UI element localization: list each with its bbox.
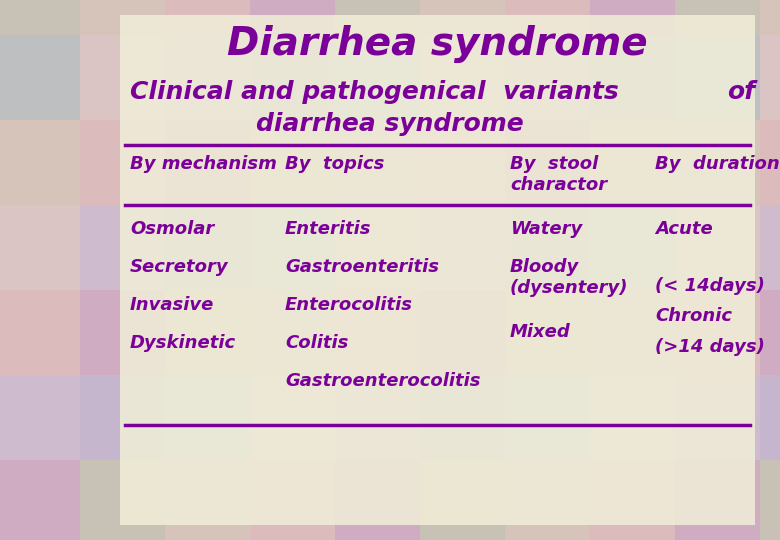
Bar bbox=[590, 290, 675, 375]
Bar bbox=[590, 120, 675, 205]
Bar bbox=[590, 0, 675, 35]
Bar bbox=[420, 35, 505, 120]
Bar bbox=[505, 460, 590, 540]
Text: Clinical and pathogenical  variants: Clinical and pathogenical variants bbox=[130, 80, 619, 104]
Bar bbox=[760, 35, 780, 120]
Bar bbox=[120, 15, 755, 525]
Bar bbox=[760, 120, 780, 205]
Bar bbox=[80, 0, 165, 35]
Bar bbox=[0, 205, 80, 290]
Bar bbox=[420, 375, 505, 460]
Bar bbox=[420, 460, 505, 540]
Bar bbox=[165, 35, 250, 120]
Bar bbox=[420, 120, 505, 205]
Bar bbox=[335, 205, 420, 290]
Bar bbox=[250, 290, 335, 375]
Text: By mechanism: By mechanism bbox=[130, 155, 277, 173]
Text: By  topics: By topics bbox=[285, 155, 385, 173]
Bar bbox=[250, 460, 335, 540]
Bar bbox=[0, 35, 80, 120]
Bar bbox=[335, 375, 420, 460]
Text: By  stool
charactor: By stool charactor bbox=[510, 155, 607, 194]
Bar bbox=[335, 460, 420, 540]
Bar bbox=[250, 375, 335, 460]
Bar bbox=[505, 375, 590, 460]
Text: Gastroenterocolitis: Gastroenterocolitis bbox=[285, 372, 480, 390]
Bar bbox=[420, 205, 505, 290]
Bar bbox=[760, 375, 780, 460]
Bar bbox=[420, 0, 505, 35]
Bar bbox=[250, 35, 335, 120]
Text: Secretory: Secretory bbox=[130, 258, 229, 276]
Bar bbox=[420, 290, 505, 375]
Bar bbox=[165, 205, 250, 290]
Text: By  duration: By duration bbox=[655, 155, 780, 173]
Bar bbox=[80, 205, 165, 290]
Bar bbox=[0, 290, 80, 375]
Bar bbox=[590, 375, 675, 460]
Text: Bloody
(dysentery): Bloody (dysentery) bbox=[510, 258, 629, 297]
Bar bbox=[675, 460, 760, 540]
Bar bbox=[675, 290, 760, 375]
Bar bbox=[590, 205, 675, 290]
Bar bbox=[590, 35, 675, 120]
Bar bbox=[250, 120, 335, 205]
Bar bbox=[165, 375, 250, 460]
Bar bbox=[0, 0, 80, 35]
Bar bbox=[335, 290, 420, 375]
Text: Enterocolitis: Enterocolitis bbox=[285, 296, 413, 314]
Text: Diarrhea syndrome: Diarrhea syndrome bbox=[227, 25, 648, 63]
Bar bbox=[0, 460, 80, 540]
Bar bbox=[80, 290, 165, 375]
Text: Osmolar: Osmolar bbox=[130, 220, 215, 238]
Text: (>14 days): (>14 days) bbox=[655, 338, 765, 356]
Bar bbox=[335, 120, 420, 205]
Bar bbox=[335, 0, 420, 35]
Bar bbox=[760, 290, 780, 375]
Bar bbox=[505, 205, 590, 290]
Bar bbox=[675, 375, 760, 460]
Bar bbox=[760, 0, 780, 35]
Text: Acute: Acute bbox=[655, 220, 713, 238]
Text: Dyskinetic: Dyskinetic bbox=[130, 334, 236, 352]
Bar bbox=[590, 460, 675, 540]
Text: Mixed: Mixed bbox=[510, 322, 571, 341]
Bar bbox=[165, 0, 250, 35]
Text: Chronic: Chronic bbox=[655, 307, 732, 326]
Bar bbox=[80, 120, 165, 205]
Bar bbox=[165, 290, 250, 375]
Text: (< 14days): (< 14days) bbox=[655, 277, 765, 295]
Bar bbox=[675, 205, 760, 290]
Bar bbox=[675, 0, 760, 35]
Text: Colitis: Colitis bbox=[285, 334, 349, 352]
Bar bbox=[0, 375, 80, 460]
Bar bbox=[165, 460, 250, 540]
Bar bbox=[505, 120, 590, 205]
Bar bbox=[760, 460, 780, 540]
Bar bbox=[165, 120, 250, 205]
Bar bbox=[80, 35, 165, 120]
Bar bbox=[335, 35, 420, 120]
Bar bbox=[80, 460, 165, 540]
Text: Gastroenteritis: Gastroenteritis bbox=[285, 258, 439, 276]
Bar bbox=[675, 120, 760, 205]
Bar bbox=[250, 0, 335, 35]
Text: of: of bbox=[727, 80, 755, 104]
Bar bbox=[760, 205, 780, 290]
Text: Enteritis: Enteritis bbox=[285, 220, 371, 238]
Bar bbox=[250, 205, 335, 290]
Text: Watery: Watery bbox=[510, 220, 582, 238]
Bar bbox=[505, 35, 590, 120]
Bar bbox=[80, 375, 165, 460]
Bar bbox=[0, 120, 80, 205]
Text: diarrhea syndrome: diarrhea syndrome bbox=[256, 112, 524, 136]
Bar bbox=[675, 35, 760, 120]
Bar bbox=[505, 290, 590, 375]
Bar bbox=[505, 0, 590, 35]
Text: Invasive: Invasive bbox=[130, 296, 215, 314]
